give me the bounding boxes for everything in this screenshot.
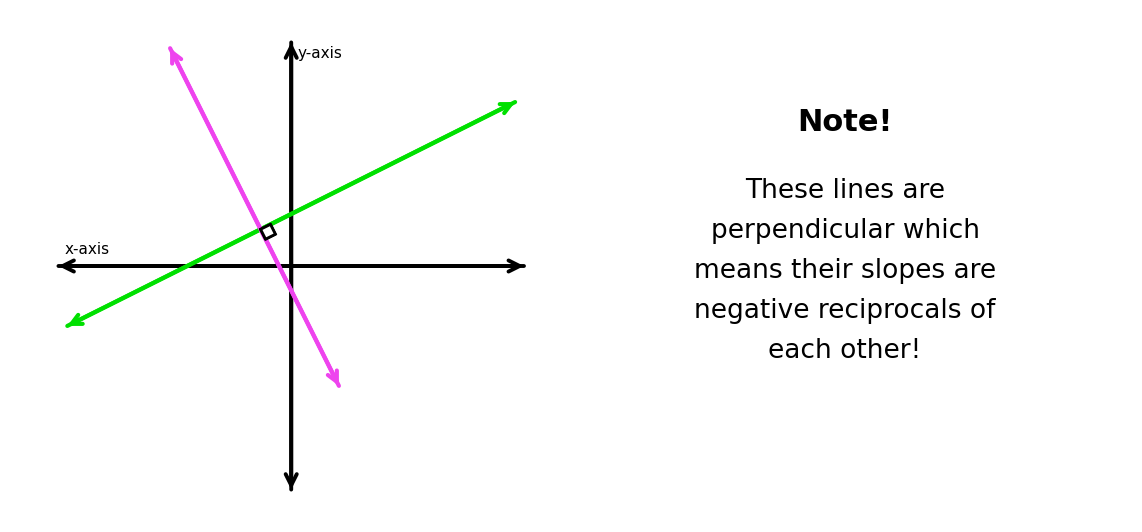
Text: These lines are
perpendicular which
means their slopes are
negative reciprocals : These lines are perpendicular which mean… bbox=[694, 178, 996, 364]
Text: Note!: Note! bbox=[797, 109, 893, 137]
Polygon shape bbox=[260, 225, 275, 239]
Text: y-axis: y-axis bbox=[297, 46, 343, 61]
Circle shape bbox=[721, 159, 970, 373]
Text: x-axis: x-axis bbox=[65, 242, 110, 257]
